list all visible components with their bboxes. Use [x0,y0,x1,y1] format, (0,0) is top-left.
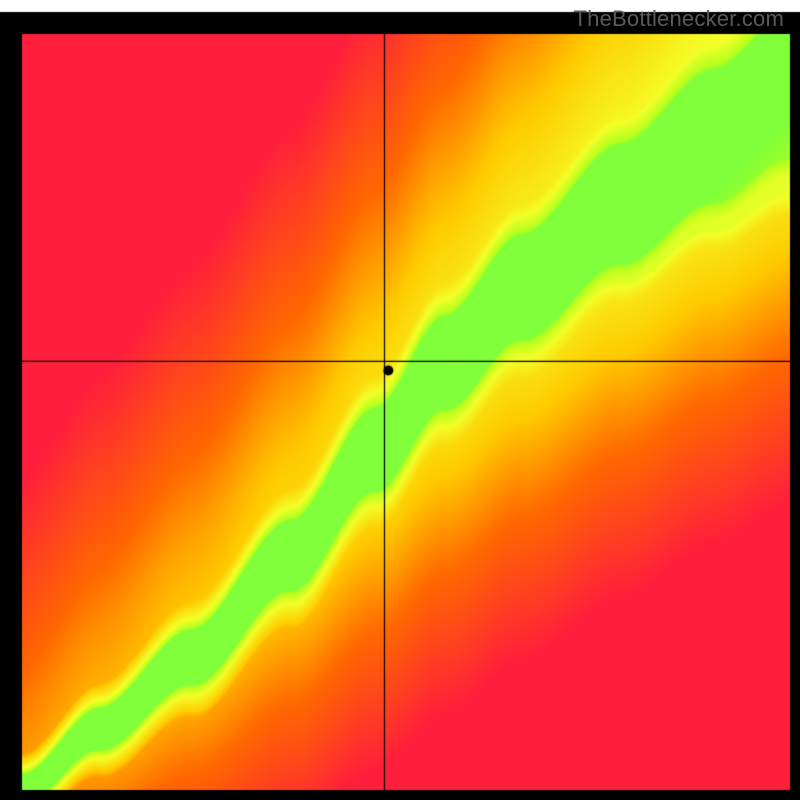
watermark-text: TheBottlenecker.com [574,6,784,32]
chart-container: TheBottlenecker.com [0,0,800,800]
bottleneck-heatmap-canvas [0,0,800,800]
